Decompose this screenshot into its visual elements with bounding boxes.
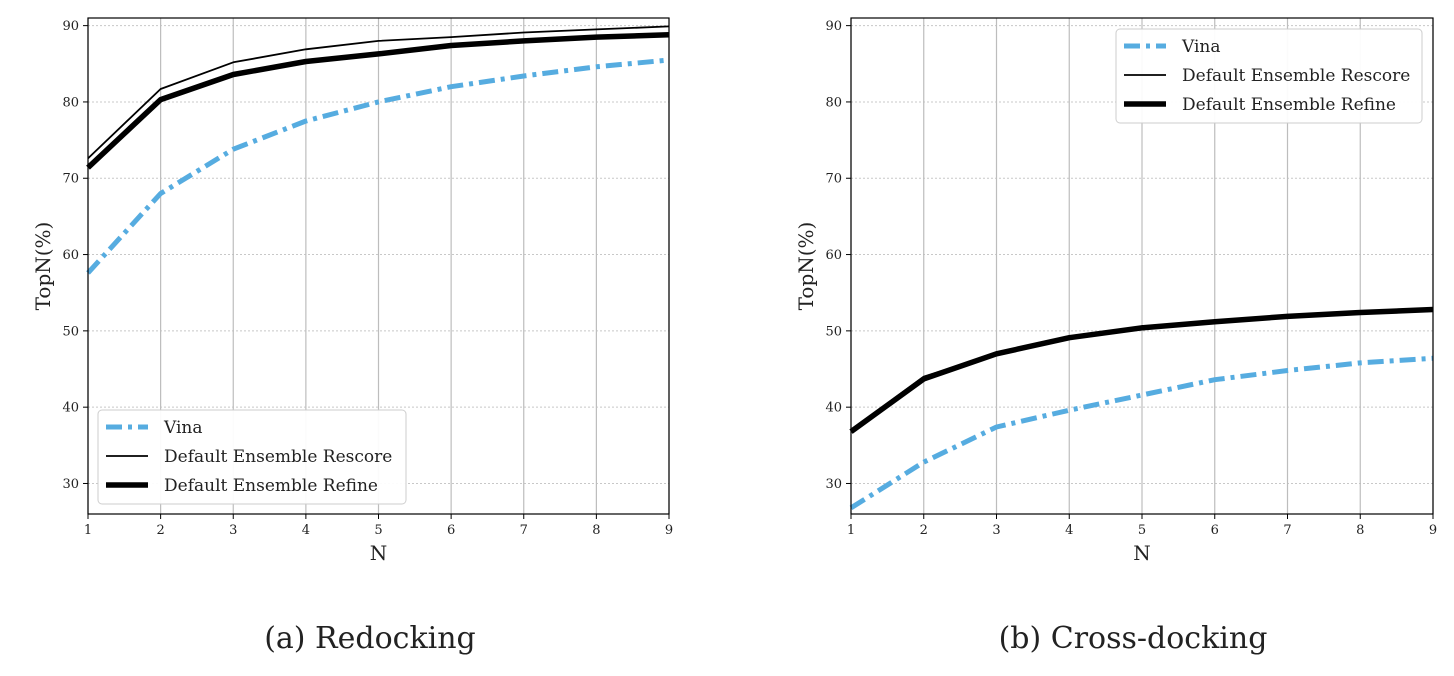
y-axis-label: TopN(%) <box>31 222 55 311</box>
y-tick-label: 30 <box>825 477 842 492</box>
series-line-dashdot <box>86 57 670 275</box>
x-tick-label: 8 <box>1356 523 1364 538</box>
y-tick-label: 70 <box>825 172 842 187</box>
y-tick-label: 60 <box>825 248 842 263</box>
legend-label: Vina <box>1181 37 1221 57</box>
x-tick-label: 1 <box>84 523 92 538</box>
legend-box <box>97 409 407 505</box>
legend-label: Vina <box>163 418 203 438</box>
caption-redocking: (a) Redocking <box>264 621 476 656</box>
x-tick-label: 8 <box>592 523 600 538</box>
y-tick-label: 80 <box>62 95 79 110</box>
y-tick-label: 90 <box>62 19 79 34</box>
legend-label: Default Ensemble Refine <box>164 476 378 496</box>
legend: Vina Default Ensemble Rescore Default Ense… <box>1115 28 1423 124</box>
y-tick-label: 90 <box>825 19 842 34</box>
x-tick-label: 7 <box>1283 523 1291 538</box>
y-axis-label: TopN(%) <box>794 222 818 311</box>
y-tick-label: 50 <box>62 324 79 339</box>
y-tick-label: 60 <box>62 248 79 263</box>
legend: Vina Default Ensemble Rescore Default Ense… <box>97 409 407 505</box>
x-tick-label: 6 <box>447 523 455 538</box>
x-tick-label: 6 <box>1211 523 1219 538</box>
legend-label: Default Ensemble Rescore <box>1182 66 1410 86</box>
x-tick-label: 3 <box>992 523 1000 538</box>
x-tick-label: 5 <box>1138 523 1146 538</box>
y-tick-label: 80 <box>825 95 842 110</box>
y-tick-label: 40 <box>825 401 842 416</box>
x-tick-label: 2 <box>156 523 164 538</box>
x-tick-label: 9 <box>665 523 673 538</box>
caption-cross-docking: (b) Cross-docking <box>999 621 1268 656</box>
y-tick-label: 30 <box>62 477 79 492</box>
x-tick-label: 2 <box>920 523 928 538</box>
x-tick-label: 4 <box>302 523 310 538</box>
x-tick-label: 4 <box>1065 523 1073 538</box>
legend-label: Default Ensemble Rescore <box>164 447 392 467</box>
redocking-chart: 30 40 50 60 70 80 90 1 2 3 4 5 6 7 8 9 N TopN(%) Vina Defau… <box>31 17 673 565</box>
series-line-dashdot <box>849 355 1434 511</box>
x-axis-label: N <box>1133 541 1151 565</box>
y-tick-label: 50 <box>825 324 842 339</box>
x-tick-label: 1 <box>847 523 855 538</box>
series-line-thick <box>86 32 670 170</box>
series-line-thick <box>849 306 1434 434</box>
y-tick-label: 40 <box>62 401 79 416</box>
x-tick-label: 9 <box>1429 523 1437 538</box>
y-tick-label: 70 <box>62 172 79 187</box>
cross-docking-chart: 30 40 50 60 70 80 90 1 2 3 4 5 6 7 8 9 N TopN(%) Vina Defau… <box>794 17 1437 565</box>
x-tick-label: 7 <box>520 523 528 538</box>
x-tick-label: 5 <box>374 523 382 538</box>
series-line-thin <box>87 25 670 160</box>
legend-box <box>1115 28 1423 124</box>
legend-label: Default Ensemble Refine <box>1182 95 1396 115</box>
x-axis-label: N <box>370 541 388 565</box>
x-tick-label: 3 <box>229 523 237 538</box>
